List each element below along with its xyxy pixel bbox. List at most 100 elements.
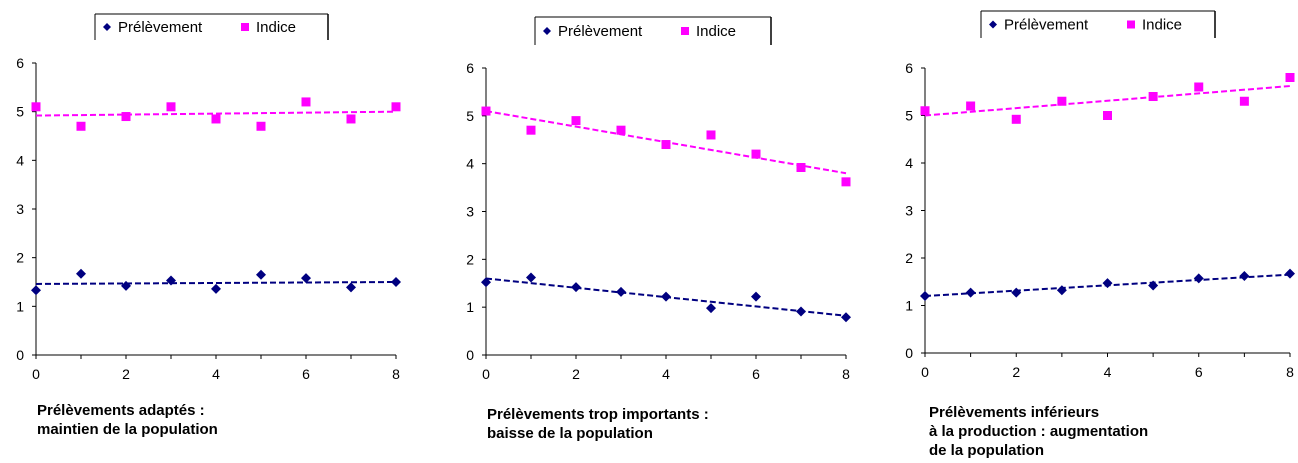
data-point-indice xyxy=(121,112,131,122)
y-tick-label: 5 xyxy=(466,108,474,124)
data-point-indice xyxy=(616,125,626,135)
y-tick-label: 1 xyxy=(16,298,24,314)
data-point-prelevement xyxy=(841,312,851,323)
y-tick-label: 6 xyxy=(905,60,913,76)
data-point-indice xyxy=(1239,96,1249,106)
x-tick-label: 6 xyxy=(1195,364,1203,380)
data-point-prelevement xyxy=(1011,287,1022,298)
data-point-prelevement xyxy=(481,277,491,288)
data-point-prelevement xyxy=(301,273,311,284)
caption-2: Prélèvements trop importants : baisse de … xyxy=(487,405,709,443)
data-point-prelevement xyxy=(256,269,266,280)
y-tick-label: 6 xyxy=(466,60,474,76)
x-tick-label: 2 xyxy=(122,366,130,382)
data-point-prelevement xyxy=(751,291,761,302)
legend-label-indice: Indice xyxy=(1142,17,1182,34)
data-point-indice xyxy=(166,102,176,112)
y-tick-label: 4 xyxy=(905,155,913,171)
y-tick-label: 5 xyxy=(16,104,24,120)
data-point-indice xyxy=(526,125,536,135)
x-tick-label: 4 xyxy=(212,366,220,382)
y-tick-label: 3 xyxy=(466,204,474,220)
x-tick-label: 8 xyxy=(842,366,850,382)
legend-label-prelevement: Prélèvement xyxy=(558,23,643,40)
data-point-indice xyxy=(1285,73,1295,82)
y-tick-label: 3 xyxy=(905,203,913,219)
data-point-prelevement xyxy=(121,280,131,291)
data-point-prelevement xyxy=(211,283,221,294)
x-tick-label: 2 xyxy=(572,366,580,382)
chart-panel-3: 0 1 2 3 4 5 6 0 2 4 6 8 Prélèvement Indice Prélèvemen… xyxy=(870,0,1298,463)
y-tick-label: 1 xyxy=(466,299,474,315)
caption-line: Prélèvements inférieurs xyxy=(929,404,1100,421)
y-tick-label: 3 xyxy=(16,201,24,217)
data-point-prelevement xyxy=(391,277,401,287)
data-point-indice xyxy=(1103,111,1112,120)
data-point-prelevement xyxy=(31,285,41,296)
x-tick-label: 0 xyxy=(921,364,929,380)
y-tick-label: 0 xyxy=(905,345,913,361)
data-point-prelevement xyxy=(616,286,626,297)
caption-1: Prélèvements adaptés : maintien de la pop… xyxy=(37,401,218,439)
data-point-prelevement xyxy=(1193,273,1204,284)
data-point-indice xyxy=(920,106,930,116)
legend-label-indice: Indice xyxy=(696,23,736,40)
x-tick-label: 8 xyxy=(392,366,400,382)
data-point-prelevement xyxy=(1148,280,1159,291)
data-point-indice xyxy=(966,101,976,111)
chart-panel-1: 0 1 2 3 4 5 6 0 2 4 6 8 Prélèvement Indice Prélèvemen… xyxy=(0,0,430,463)
trend-line-prelevement xyxy=(35,281,397,285)
data-point-prelevement xyxy=(796,306,806,317)
x-tick-label: 4 xyxy=(1104,364,1112,380)
x-tick-label: 2 xyxy=(1012,364,1020,380)
data-point-indice xyxy=(841,177,851,187)
caption-line: Prélèvements trop importants : xyxy=(487,406,709,423)
chart-panel-2: 0 1 2 3 4 5 6 0 2 4 6 8 Prélèvement Indice Prélèvemen… xyxy=(430,0,870,463)
data-point-indice xyxy=(301,97,311,107)
legend-marker-indice xyxy=(1127,20,1135,29)
legend-marker-indice xyxy=(681,27,689,35)
legend-label-prelevement: Prélèvement xyxy=(1004,17,1089,34)
data-point-prelevement xyxy=(661,291,671,302)
x-tick-label: 0 xyxy=(32,366,40,382)
y-tick-label: 2 xyxy=(905,250,913,266)
legend-marker-indice xyxy=(241,23,249,31)
data-point-indice xyxy=(256,121,266,131)
x-tick-label: 6 xyxy=(752,366,760,382)
y-tick-label: 0 xyxy=(466,347,474,363)
trend-line-indice xyxy=(924,85,1291,117)
data-point-prelevement xyxy=(1239,271,1250,282)
caption-3: Prélèvements inférieurs à la production :… xyxy=(929,403,1148,460)
y-tick-label: 1 xyxy=(905,298,913,314)
data-point-indice xyxy=(1011,114,1021,124)
trend-line-indice xyxy=(35,110,397,117)
data-point-prelevement xyxy=(1285,268,1295,279)
data-point-indice xyxy=(76,121,86,131)
data-point-indice xyxy=(481,106,491,116)
data-point-prelevement xyxy=(571,282,581,293)
legend-label-indice: Indice xyxy=(256,19,296,36)
x-tick-label: 8 xyxy=(1286,364,1294,380)
caption-line: Prélèvements adaptés : xyxy=(37,402,205,419)
data-point-indice xyxy=(1057,96,1067,106)
data-point-prelevement xyxy=(920,291,930,301)
y-tick-label: 2 xyxy=(466,251,474,267)
legend-marker-prelevement xyxy=(543,27,551,35)
legend-marker-prelevement xyxy=(103,23,111,31)
chart-svg-1: 0 1 2 3 4 5 6 0 2 4 6 8 Prélèvement Indice xyxy=(16,13,401,382)
y-tick-label: 5 xyxy=(905,108,913,124)
data-point-indice xyxy=(31,102,41,112)
data-point-prelevement xyxy=(76,268,86,279)
data-point-prelevement xyxy=(706,303,716,314)
x-tick-label: 6 xyxy=(302,366,310,382)
caption-line: baisse de la population xyxy=(487,425,653,442)
data-point-indice xyxy=(796,162,806,172)
data-point-indice xyxy=(751,149,761,159)
y-tick-label: 0 xyxy=(16,347,24,363)
y-tick-label: 4 xyxy=(466,156,474,172)
legend-label-prelevement: Prélèvement xyxy=(118,19,203,36)
data-point-prelevement xyxy=(1102,278,1113,289)
y-tick-label: 6 xyxy=(16,55,24,71)
data-point-indice xyxy=(1148,92,1158,101)
chart-svg-2: 0 1 2 3 4 5 6 0 2 4 6 8 Prélèvement Indice xyxy=(466,16,851,382)
